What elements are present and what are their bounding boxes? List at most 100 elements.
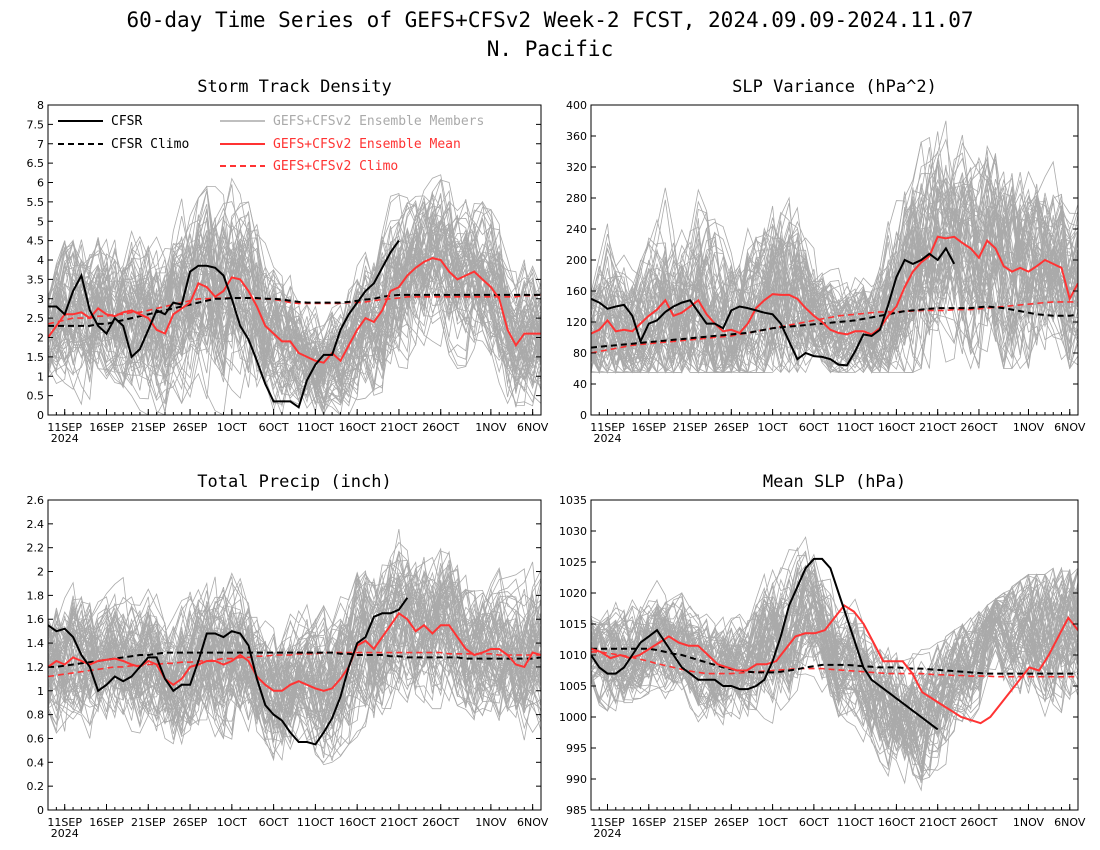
ensemble-member-line xyxy=(591,167,1078,358)
ensemble-member-line xyxy=(48,550,541,701)
x-tick-label: 16SEP xyxy=(89,421,124,434)
series-cfsr-climo xyxy=(591,305,1078,349)
y-tick-label: 1.2 xyxy=(27,661,45,674)
x-tick-label: 6NOV xyxy=(517,421,549,434)
series-gefs-cfsv2-climo xyxy=(591,651,1078,678)
series-gefs-cfsv2-climo xyxy=(48,651,541,678)
x-tick-label: 11SEP xyxy=(47,816,82,829)
x-tick-label: 16SEP xyxy=(631,421,666,434)
series-cfsr xyxy=(48,240,400,409)
x-tick-label: 16OCT xyxy=(339,421,376,434)
x-tick-label: 11OCT xyxy=(297,816,334,829)
y-tick-label: 2.6 xyxy=(27,494,45,507)
ensemble-member-line xyxy=(591,586,1078,752)
ensemble-member-line xyxy=(48,201,541,398)
y-tick-label: 0.8 xyxy=(27,709,45,722)
panel-4: Mean SLP (hPa) 985 990 995 1000 1005 1010 1015 1… xyxy=(559,472,1086,840)
x-tick-label: 16OCT xyxy=(878,421,915,434)
x-tick-label: 6NOV xyxy=(517,816,549,829)
y-tick-label: 1 xyxy=(37,370,44,383)
y-tick-label: 4.5 xyxy=(27,235,45,248)
y-tick-label: 2.2 xyxy=(27,542,45,555)
ensemble-members xyxy=(591,120,1078,374)
ensemble-member-line xyxy=(48,550,541,727)
ensemble-member-line xyxy=(48,231,541,415)
y-tick-label: 0 xyxy=(37,409,44,422)
y-tick-label: 280 xyxy=(566,192,587,205)
x-tick-label: 21OCT xyxy=(919,816,956,829)
ensemble-member-line xyxy=(591,567,1078,731)
x-tick-label: 21OCT xyxy=(919,421,956,434)
ensemble-member-line xyxy=(48,195,541,386)
y-tick-label: 1015 xyxy=(559,618,587,631)
ensemble-member-line xyxy=(48,217,541,401)
y-tick-label: 1030 xyxy=(559,525,587,538)
y-tick-label: 1020 xyxy=(559,587,587,600)
y-tick-label: 6 xyxy=(37,177,44,190)
y-tick-label: 0.2 xyxy=(27,780,45,793)
legend-label: GEFS+CFSv2 Ensemble Mean xyxy=(273,137,461,152)
ensemble-member-line xyxy=(591,568,1078,750)
x-tick-label: 1NOV xyxy=(475,421,507,434)
y-tick-label: 1025 xyxy=(559,556,587,569)
y-tick-label: 1010 xyxy=(559,649,587,662)
ensemble-member-line xyxy=(591,147,1078,369)
ensemble-member-line xyxy=(48,588,541,766)
ensemble-member-line xyxy=(591,188,1078,374)
x-tick-label: 1OCT xyxy=(758,421,788,434)
ensemble-member-line xyxy=(48,188,541,392)
x-tick-label: 26SEP xyxy=(173,421,208,434)
x-tick-label: 21SEP xyxy=(673,816,708,829)
y-tick-label: 160 xyxy=(566,285,587,298)
y-tick-label: 320 xyxy=(566,161,587,174)
x-tick-label: 21SEP xyxy=(673,421,708,434)
series-gefs-cfsv2-ensemble-mean xyxy=(48,611,541,692)
ensemble-member-line xyxy=(591,193,1078,374)
ensemble-member-line xyxy=(48,590,541,736)
x-tick-label: 6OCT xyxy=(799,816,829,829)
x-tick-label: 1OCT xyxy=(758,816,788,829)
panel-2: SLP Variance (hPa^2) 0 40 80 120 160 200 240 280… xyxy=(566,77,1086,445)
legend: CFSR CFSR Climo GEFS+CFSv2 Ensemble Member… xyxy=(58,114,484,174)
ensemble-member-line xyxy=(48,547,541,713)
ensemble-members xyxy=(48,529,541,766)
y-tick-label: 120 xyxy=(566,316,587,329)
x-tick-label: 26OCT xyxy=(422,421,459,434)
ensemble-member-line xyxy=(48,232,541,405)
ensemble-member-line xyxy=(591,573,1078,784)
figure-title: 60-day Time Series of GEFS+CFSv2 Week-2 … xyxy=(126,8,973,32)
x-tick-label: 6OCT xyxy=(259,421,289,434)
x-year-label: 2024 xyxy=(594,827,622,840)
x-tick-label: 1NOV xyxy=(1013,421,1045,434)
series-gefs-cfsv2-ensemble-mean xyxy=(48,257,541,364)
ensemble-member-line xyxy=(48,226,541,408)
y-tick-label: 995 xyxy=(566,742,587,755)
series-cfsr-climo xyxy=(48,293,541,327)
plot-frame xyxy=(47,499,542,811)
series-gefs-cfsv2-climo xyxy=(48,294,541,325)
x-tick-label: 21OCT xyxy=(380,421,417,434)
x-tick-label: 1NOV xyxy=(475,816,507,829)
ensemble-member-line xyxy=(48,564,541,740)
y-tick-label: 400 xyxy=(566,99,587,112)
x-tick-label: 16SEP xyxy=(89,816,124,829)
y-tick-label: 1.4 xyxy=(27,637,45,650)
panel-title: SLP Variance (hPa^2) xyxy=(732,77,937,97)
series-cfsr xyxy=(591,557,939,731)
y-tick-label: 990 xyxy=(566,773,587,786)
y-tick-label: 1.8 xyxy=(27,589,45,602)
y-tick-label: 1 xyxy=(37,685,44,698)
x-tick-label: 26OCT xyxy=(422,816,459,829)
y-tick-label: 200 xyxy=(566,254,587,267)
ensemble-member-line xyxy=(591,594,1078,726)
ensemble-member-line xyxy=(591,568,1078,785)
x-tick-label: 16OCT xyxy=(878,816,915,829)
x-tick-label: 11OCT xyxy=(837,816,874,829)
y-tick-label: 1.5 xyxy=(27,351,45,364)
panel-3: Total Precip (inch) 0 0.2 0.4 0.6 0.8 1 1.2 1.4 1… xyxy=(27,472,549,840)
panel-1: Storm Track Density 0 0.5 1 1.5 2 2.5 3 3.5 4 4.5 5… xyxy=(27,77,549,445)
y-tick-label: 240 xyxy=(566,223,587,236)
ensemble-member-line xyxy=(48,232,541,412)
series-cfsr xyxy=(48,597,409,746)
